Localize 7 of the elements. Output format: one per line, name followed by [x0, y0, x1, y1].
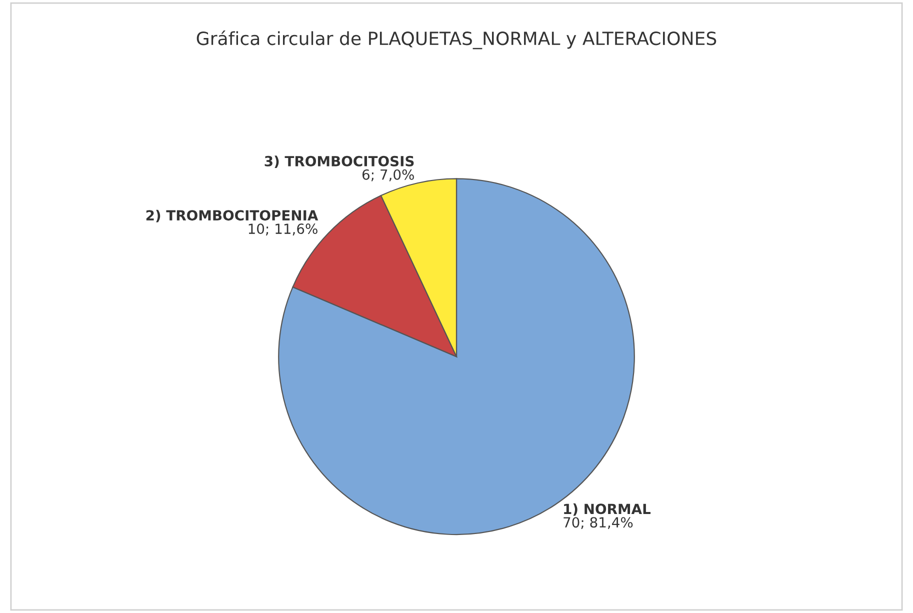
data-label: 6; 7,0% — [362, 169, 414, 182]
slice-label: 3) TROMBOCITOSIS — [264, 156, 414, 168]
slice-label: 1) NORMAL — [564, 503, 651, 516]
chart-title: Gráfica circular de PLAQUETAS_NORMAL y ALTERACIONES — [196, 30, 716, 50]
slice-label: 2) TROMBOCITOPENIA — [146, 210, 318, 222]
data-label: 70; 81,4% — [564, 517, 633, 530]
data-label: 10; 11,6% — [248, 224, 318, 236]
